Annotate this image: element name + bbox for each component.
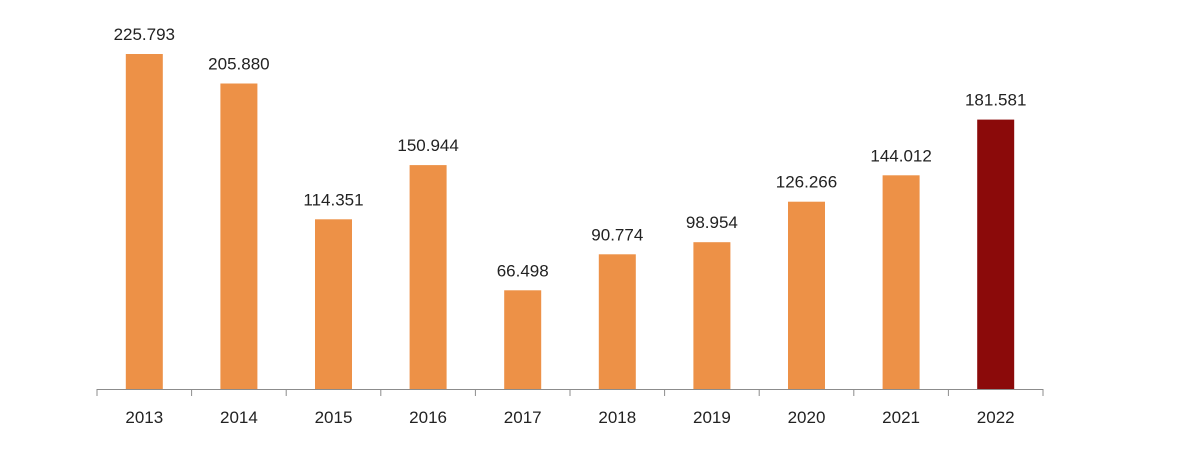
data-label-2022: 181.581: [965, 91, 1026, 110]
x-tick-label-2020: 2020: [788, 408, 826, 427]
data-label-2019: 98.954: [686, 213, 738, 232]
bars-layer: [125, 54, 1015, 389]
data-label-2018: 90.774: [591, 225, 643, 244]
bar-2021: [882, 175, 920, 389]
bar-2016: [409, 165, 447, 389]
value-labels-layer: 225.793 205.880 114.351 150.944 66.498 90.774…: [114, 25, 1027, 280]
data-label-2014: 205.880: [208, 55, 269, 74]
bar-2014: [220, 83, 258, 389]
bar-2022: [977, 119, 1015, 389]
data-label-2021: 144.012: [870, 146, 931, 165]
bar-2015: [315, 219, 352, 389]
x-tick-label-2014: 2014: [220, 408, 258, 427]
x-tick-label-2015: 2015: [315, 408, 353, 427]
bar-2019: [693, 242, 731, 389]
data-label-2016: 150.944: [397, 136, 458, 155]
x-tick-label-2019: 2019: [693, 408, 731, 427]
data-label-2017: 66.498: [497, 261, 549, 280]
bar-2013: [125, 54, 163, 389]
x-tick-label-2018: 2018: [598, 408, 636, 427]
bar-2020: [788, 201, 825, 389]
x-tick-label-2013: 2013: [125, 408, 163, 427]
x-tick-label-2021: 2021: [882, 408, 920, 427]
bar-2017: [504, 290, 542, 389]
x-tick-label-2022: 2022: [977, 408, 1015, 427]
data-label-2020: 126.266: [776, 173, 837, 192]
x-tick-labels-layer: 2013 2014 2015 2016 2017 2018 2019 2020 2021 2022: [125, 408, 1014, 427]
bar-2018: [598, 254, 636, 389]
x-tick-label-2016: 2016: [409, 408, 447, 427]
data-label-2013: 225.793: [114, 25, 175, 44]
x-tick-label-2017: 2017: [504, 408, 542, 427]
x-axis: [96, 389, 1044, 396]
data-label-2015: 114.351: [303, 190, 363, 209]
